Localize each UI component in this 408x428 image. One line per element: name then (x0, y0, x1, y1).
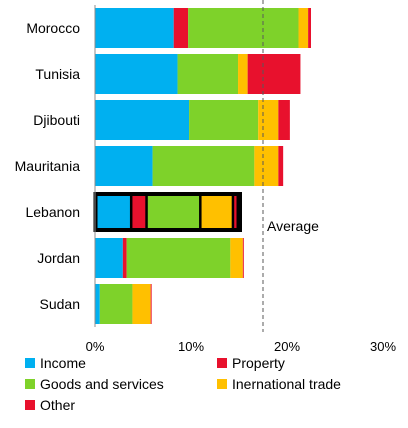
category-label-djibouti: Djibouti (33, 112, 80, 128)
bar-morocco-goods-and-services (188, 8, 299, 48)
legend-label-other: Other (40, 397, 75, 413)
bar-jordan-property (122, 238, 127, 278)
category-labels: Morocco Tunisia Djibouti Mauritania Lebanon J… (15, 20, 81, 312)
bar-mauritania-inernational-trade (254, 146, 279, 186)
legend-swatch-other (25, 400, 35, 410)
x-tick-label: 10% (178, 339, 204, 354)
bar-lebanon-income (95, 196, 133, 228)
bar-tunisia-goods-and-services (177, 54, 239, 94)
legend: Income Property Goods and services Inernati… (25, 355, 341, 413)
bar-sudan-income (95, 284, 100, 324)
bar-mauritania-goods-and-services (152, 146, 255, 186)
legend-swatch-inernational-trade (217, 379, 227, 389)
legend-label-inernational-trade: Inernational trade (232, 376, 341, 392)
bar-lebanon-property (132, 196, 148, 228)
x-tick-label: 30% (370, 339, 396, 354)
bar-lebanon-goods-and-services (147, 196, 202, 228)
legend-label-property: Property (232, 355, 285, 371)
bar-sudan-other (150, 284, 152, 324)
bar-morocco-income (95, 8, 174, 48)
bar-sudan-goods-and-services (99, 284, 133, 324)
legend-label-income: Income (40, 355, 86, 371)
average-label: Average (267, 218, 319, 234)
legend-swatch-goods-and-services (25, 379, 35, 389)
bar-morocco-property (173, 8, 189, 48)
legend-swatch-income (25, 358, 35, 368)
bar-sudan-inernational-trade (132, 284, 151, 324)
category-label-sudan: Sudan (40, 296, 80, 312)
bar-jordan-goods-and-services (126, 238, 231, 278)
bar-djibouti-goods-and-services (189, 100, 259, 140)
bar-tunisia-inernational-trade (238, 54, 248, 94)
bar-jordan-inernational-trade (230, 238, 243, 278)
bar-lebanon-inernational-trade (201, 196, 235, 228)
bar-mauritania-income (95, 146, 153, 186)
category-label-mauritania: Mauritania (15, 158, 81, 174)
x-tick-label: 0% (86, 339, 105, 354)
bar-djibouti-other (278, 100, 290, 140)
x-tick-label: 20% (274, 339, 300, 354)
bar-tunisia-other (247, 54, 301, 94)
bar-mauritania-other (278, 146, 284, 186)
bar-jordan-income (95, 238, 123, 278)
x-tick-labels: 0% 10% 20% 30% (86, 339, 397, 354)
category-label-morocco: Morocco (26, 20, 80, 36)
bar-tunisia-income (95, 54, 178, 94)
bar-jordan-other (242, 238, 244, 278)
bar-djibouti-inernational-trade (258, 100, 279, 140)
category-label-tunisia: Tunisia (35, 66, 80, 82)
category-label-lebanon: Lebanon (25, 204, 80, 220)
legend-swatch-property (217, 358, 227, 368)
bar-djibouti-income (95, 100, 190, 140)
bars-layer (93, 8, 311, 324)
legend-label-goods-and-services: Goods and services (40, 376, 164, 392)
bar-morocco-inernational-trade (298, 8, 309, 48)
bar-morocco-other (308, 8, 311, 48)
category-label-jordan: Jordan (37, 250, 80, 266)
